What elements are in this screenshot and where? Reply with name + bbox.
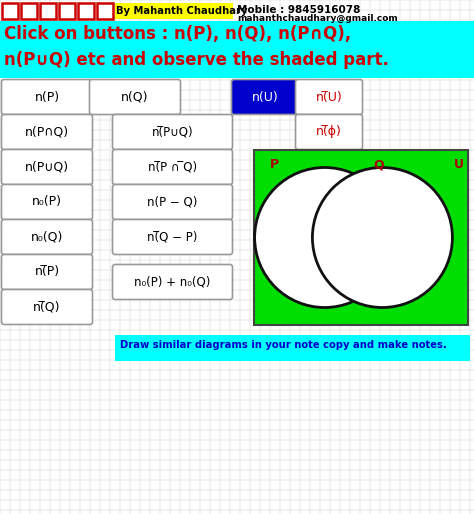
FancyBboxPatch shape [295,80,363,115]
FancyBboxPatch shape [112,219,233,254]
Text: n₀(P) + n₀(Q): n₀(P) + n₀(Q) [134,276,210,288]
Text: n(U): n(U) [252,90,278,103]
Text: U: U [454,158,464,171]
FancyBboxPatch shape [112,185,233,219]
FancyBboxPatch shape [115,3,233,19]
Text: n(P∩Q): n(P∩Q) [25,125,69,138]
Text: n₀(Q): n₀(Q) [31,230,63,244]
Text: Draw similar diagrams in your note copy and make notes.: Draw similar diagrams in your note copy … [120,340,447,350]
Text: n(̅Q): n(̅Q) [33,301,61,314]
FancyBboxPatch shape [40,3,56,19]
FancyBboxPatch shape [0,21,474,78]
Text: P: P [270,158,279,171]
Text: n(P − Q): n(P − Q) [147,195,198,209]
Text: By Mahanth Chaudhary: By Mahanth Chaudhary [116,6,247,16]
FancyBboxPatch shape [2,3,18,19]
FancyBboxPatch shape [112,265,233,300]
Text: n(P∪Q) etc and observe the shaded part.: n(P∪Q) etc and observe the shaded part. [4,51,389,69]
FancyBboxPatch shape [254,150,468,325]
Text: n(Q): n(Q) [121,90,149,103]
Text: Q: Q [374,158,384,171]
FancyBboxPatch shape [1,185,92,219]
Text: n(̅P∪Q): n(̅P∪Q) [152,125,193,138]
FancyBboxPatch shape [231,80,299,115]
Text: Click on buttons : n(P), n(Q), n(P∩Q),: Click on buttons : n(P), n(Q), n(P∩Q), [4,25,351,43]
Text: n₀(P): n₀(P) [32,195,62,209]
FancyBboxPatch shape [1,150,92,185]
Text: Mobile : 9845916078: Mobile : 9845916078 [237,5,360,15]
FancyBboxPatch shape [59,3,75,19]
FancyBboxPatch shape [1,289,92,324]
FancyBboxPatch shape [295,115,363,150]
Text: mahanthchaudhary@gmail.com: mahanthchaudhary@gmail.com [237,14,398,23]
FancyBboxPatch shape [90,80,181,115]
FancyBboxPatch shape [1,115,92,150]
FancyBboxPatch shape [1,219,92,254]
FancyBboxPatch shape [115,335,470,361]
Text: n(̅P): n(̅P) [35,266,60,279]
FancyBboxPatch shape [1,254,92,289]
Text: n(P∪Q): n(P∪Q) [25,160,69,174]
Text: n(̅Q − P): n(̅Q − P) [147,230,198,244]
Text: n(̅P ∩ ̅Q): n(̅P ∩ ̅Q) [148,160,197,174]
FancyBboxPatch shape [112,115,233,150]
FancyBboxPatch shape [78,3,94,19]
Text: n(̅ϕ): n(̅ϕ) [316,125,342,138]
Text: n(̅U): n(̅U) [316,90,342,103]
Text: n(P): n(P) [35,90,60,103]
FancyBboxPatch shape [1,80,92,115]
FancyBboxPatch shape [21,3,37,19]
FancyBboxPatch shape [112,150,233,185]
Circle shape [255,168,395,307]
FancyBboxPatch shape [97,3,113,19]
Circle shape [312,168,452,307]
